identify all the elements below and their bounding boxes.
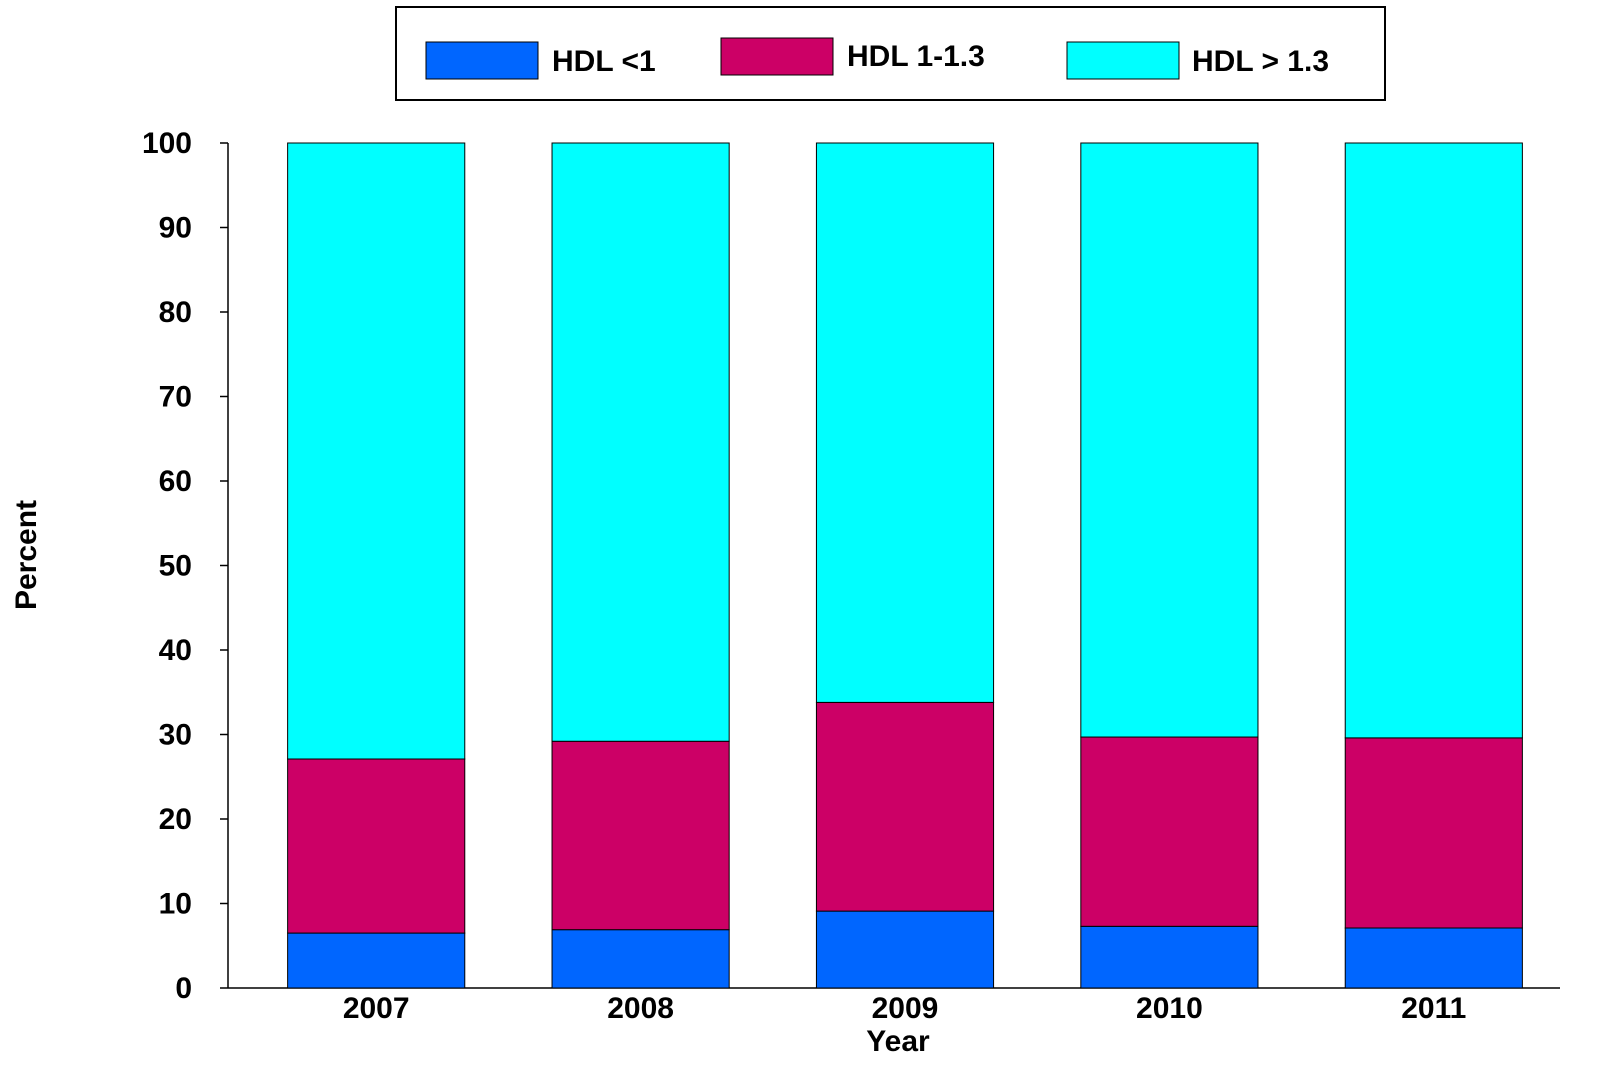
x-tick-label: 2010 — [1136, 992, 1203, 1025]
y-tick-label: 0 — [175, 972, 192, 1005]
y-tick-label: 100 — [142, 127, 192, 160]
legend-label: HDL > 1.3 — [1192, 45, 1329, 78]
bar-segment — [1344, 927, 1523, 989]
y-tick-label: 10 — [159, 887, 192, 920]
bar-segment — [287, 932, 466, 989]
x-tick-label: 2011 — [1401, 992, 1466, 1025]
legend-box — [395, 6, 1386, 101]
bar-segment — [815, 910, 995, 989]
y-tick-label: 60 — [159, 465, 192, 498]
bar-segment — [1080, 142, 1259, 738]
y-tick-label: 90 — [159, 211, 192, 244]
y-tick-label: 70 — [159, 380, 192, 413]
legend-swatch — [425, 41, 539, 80]
y-tick-label: 30 — [159, 718, 192, 751]
bar-segment — [1080, 736, 1259, 927]
y-axis-title: Percent — [10, 500, 43, 610]
legend-swatch — [1066, 41, 1180, 80]
legend-label: HDL <1 — [552, 45, 656, 78]
x-tick-label: 2008 — [607, 992, 674, 1025]
y-tick-label: 80 — [159, 296, 192, 329]
x-tick-label: 2007 — [343, 992, 410, 1025]
bar-segment — [815, 701, 995, 912]
bar-segment — [551, 929, 730, 989]
legend-swatch — [720, 37, 834, 76]
bar-segment — [287, 142, 466, 760]
y-tick-label: 40 — [159, 634, 192, 667]
bar-segment — [1080, 925, 1259, 989]
bar-segment — [551, 142, 730, 742]
bar-segment — [1344, 142, 1523, 739]
x-tick-label: 2009 — [872, 992, 939, 1025]
bar-segment — [815, 142, 995, 703]
bar-segment — [1344, 737, 1523, 929]
legend-label: HDL 1-1.3 — [847, 40, 985, 73]
y-tick-label: 50 — [159, 549, 192, 582]
x-axis-title: Year — [866, 1025, 930, 1058]
y-tick-label: 20 — [159, 803, 192, 836]
bar-segment — [551, 740, 730, 931]
bar-segment — [287, 758, 466, 934]
